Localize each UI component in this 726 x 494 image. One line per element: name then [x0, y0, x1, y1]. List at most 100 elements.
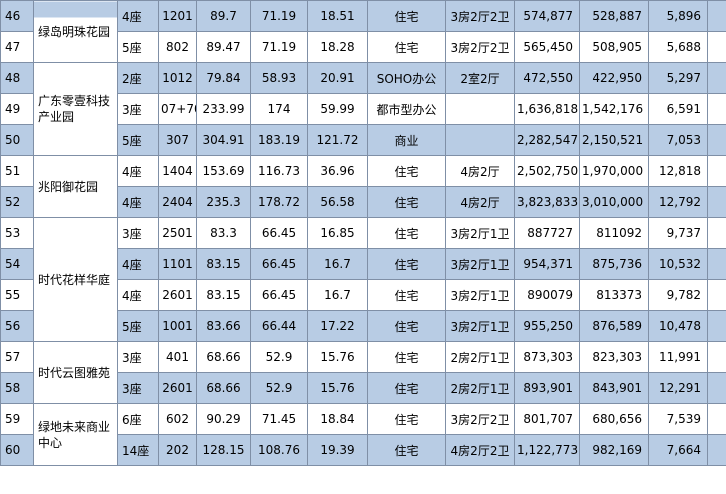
inner-area: 108.76	[250, 434, 308, 466]
row-number: 56	[0, 310, 34, 342]
net-price: 823,303	[579, 341, 649, 373]
row-number: 53	[0, 217, 34, 249]
inner-area: 71.19	[250, 0, 308, 32]
project-name: 绿地未来商业中心	[33, 403, 118, 466]
floor-area: 235.3	[196, 186, 251, 218]
building: 4座	[117, 155, 159, 187]
listing-table: 46 绿岛明珠花园 4座 1201 89.7 71.19 18.51 住宅 3房2厅2卫 574,…	[0, 0, 726, 466]
row-number: 51	[0, 155, 34, 187]
row-number: 57	[0, 341, 34, 373]
building: 5座	[117, 31, 159, 63]
total-price: 954,371	[514, 248, 580, 280]
unit-price: 5,297	[648, 62, 708, 94]
floor-area: 89.7	[196, 0, 251, 32]
shared-area: 18.84	[307, 403, 368, 435]
layout: 2房2厅1卫	[445, 372, 515, 404]
shared-area: 121.72	[307, 124, 368, 156]
layout: 3房2厅1卫	[445, 217, 515, 249]
building: 4座	[117, 279, 159, 311]
net-price: 2,150,521	[579, 124, 649, 156]
usage: 住宅	[367, 434, 446, 466]
project-name: 绿岛明珠花园	[33, 0, 118, 63]
row-number: 59	[0, 403, 34, 435]
total-price: 801,707	[514, 403, 580, 435]
project-name: 广东零壹科技产业园	[33, 62, 118, 156]
project-name: 兆阳御花园	[33, 155, 118, 218]
building: 3座	[117, 341, 159, 373]
rate: 91%	[707, 217, 726, 249]
unit-number: 401	[158, 341, 197, 373]
unit-price: 12,818	[648, 155, 708, 187]
inner-area: 178.72	[250, 186, 308, 218]
usage: 住宅	[367, 403, 446, 435]
layout: 3房2厅1卫	[445, 310, 515, 342]
table-row: 50 5座 307 304.91 183.19 121.72 商业 2,282,547 2,15…	[0, 124, 726, 156]
project-name: 时代花样华庭	[33, 217, 118, 342]
shared-area: 15.76	[307, 372, 368, 404]
unit-number: 1101	[158, 248, 197, 280]
total-price: 890079	[514, 279, 580, 311]
layout	[445, 93, 515, 125]
rate: 92%	[707, 0, 726, 32]
rate: 90%	[707, 31, 726, 63]
usage: 住宅	[367, 372, 446, 404]
building: 3座	[117, 93, 159, 125]
net-price: 508,905	[579, 31, 649, 63]
unit-number: 2601	[158, 279, 197, 311]
floor-area: 89.47	[196, 31, 251, 63]
layout: 3房2厅2卫	[445, 0, 515, 32]
net-price: 982,169	[579, 434, 649, 466]
shared-area: 17.22	[307, 310, 368, 342]
inner-area: 116.73	[250, 155, 308, 187]
layout: 2房2厅1卫	[445, 341, 515, 373]
building: 4座	[117, 186, 159, 218]
table-row: 53 时代花样华庭 3座 2501 83.3 66.45 16.85 住宅 3房2厅1卫 8877…	[0, 217, 726, 342]
rate: 94%	[707, 93, 726, 125]
shared-area: 20.91	[307, 62, 368, 94]
net-price: 876,589	[579, 310, 649, 342]
usage: 住宅	[367, 279, 446, 311]
layout: 3房2厅2卫	[445, 403, 515, 435]
building: 14座	[117, 434, 159, 466]
rate: 79%	[707, 155, 726, 187]
table-row: 56 5座 1001 83.66 66.44 17.22 住宅 3房2厅1卫 955,250 87…	[0, 310, 726, 342]
total-price: 893,901	[514, 372, 580, 404]
unit-price: 7,539	[648, 403, 708, 435]
unit-price: 5,896	[648, 0, 708, 32]
floor-area: 153.69	[196, 155, 251, 187]
floor-area: 68.66	[196, 372, 251, 404]
unit-number: 2501	[158, 217, 197, 249]
rate: 94%	[707, 124, 726, 156]
inner-area: 71.45	[250, 403, 308, 435]
rate: 91%	[707, 279, 726, 311]
unit-price: 5,688	[648, 31, 708, 63]
total-price: 1,636,818	[514, 93, 580, 125]
unit-price: 7,053	[648, 124, 708, 156]
unit-number: 2404	[158, 186, 197, 218]
table-row: 57 时代云图雅苑 3座 401 68.66 52.9 15.76 住宅 2房2厅1卫 873,3…	[0, 341, 726, 404]
unit-number: 602	[158, 403, 197, 435]
floor-area: 90.29	[196, 403, 251, 435]
unit-number: 307	[158, 124, 197, 156]
building: 6座	[117, 403, 159, 435]
floor-area: 83.3	[196, 217, 251, 249]
inner-area: 66.45	[250, 248, 308, 280]
shared-area: 16.7	[307, 279, 368, 311]
layout: 4房2厅	[445, 186, 515, 218]
unit-price: 10,478	[648, 310, 708, 342]
table-row: 51 兆阳御花园 4座 1404 153.69 116.73 36.96 住宅 4房2厅 2,50…	[0, 155, 726, 218]
unit-price: 9,782	[648, 279, 708, 311]
rate: 90%	[707, 62, 726, 94]
building: 2座	[117, 62, 159, 94]
layout	[445, 124, 515, 156]
unit-number: 1001	[158, 310, 197, 342]
net-price: 811092	[579, 217, 649, 249]
usage: 住宅	[367, 217, 446, 249]
unit-price: 12,792	[648, 186, 708, 218]
usage: SOHO办公	[367, 62, 446, 94]
unit-number: 1404	[158, 155, 197, 187]
shared-area: 18.51	[307, 0, 368, 32]
row-number: 58	[0, 372, 34, 404]
net-price: 528,887	[579, 0, 649, 32]
total-price: 955,250	[514, 310, 580, 342]
